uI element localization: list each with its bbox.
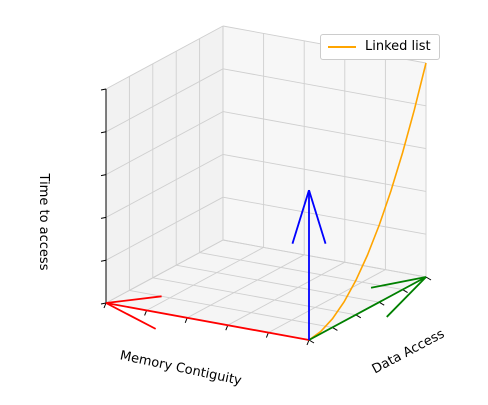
back-pane <box>223 26 426 277</box>
gridline <box>105 196 224 261</box>
y-axis-label: Data Access <box>370 326 448 377</box>
z-tick <box>100 302 107 305</box>
arrow-head <box>105 302 157 330</box>
arrow-shaft <box>105 302 310 341</box>
series-line <box>308 62 427 341</box>
y-tick <box>425 276 432 281</box>
gridline <box>105 111 224 175</box>
z-tick <box>100 131 107 134</box>
left-pane <box>106 26 223 303</box>
gridline <box>222 68 427 107</box>
gridline <box>227 261 346 326</box>
arrow-shaft <box>308 276 427 341</box>
gridline <box>105 154 224 218</box>
gridline <box>146 247 264 311</box>
gridline <box>105 239 224 304</box>
data-series <box>308 62 427 341</box>
z-axis-label: Time to access <box>36 173 51 271</box>
z-tick <box>100 88 107 91</box>
arrow-head <box>370 276 427 289</box>
gridline <box>176 264 380 303</box>
gridline <box>199 252 403 291</box>
arrow-head <box>308 189 327 244</box>
arrow-head <box>291 189 310 244</box>
x-axis-label: Memory Contiguity <box>119 348 244 388</box>
vector-arrows <box>105 189 427 341</box>
gridline <box>222 196 427 235</box>
gridline <box>152 277 356 316</box>
gridline <box>268 269 386 333</box>
legend-swatch <box>328 46 356 48</box>
z-tick <box>100 216 107 219</box>
arrow-head <box>386 276 427 318</box>
z-tick <box>100 174 107 177</box>
gridline <box>105 68 224 133</box>
axis-panes <box>106 26 426 340</box>
floor-pane <box>106 240 426 340</box>
gridline <box>105 25 224 90</box>
z-tick <box>100 259 107 262</box>
legend-label: Linked list <box>365 39 431 54</box>
gridline <box>222 111 427 150</box>
gridline <box>222 239 427 278</box>
gridline <box>186 254 305 319</box>
legend: Linked list <box>320 34 440 60</box>
gridline <box>129 289 333 328</box>
arrow-head <box>105 295 162 304</box>
